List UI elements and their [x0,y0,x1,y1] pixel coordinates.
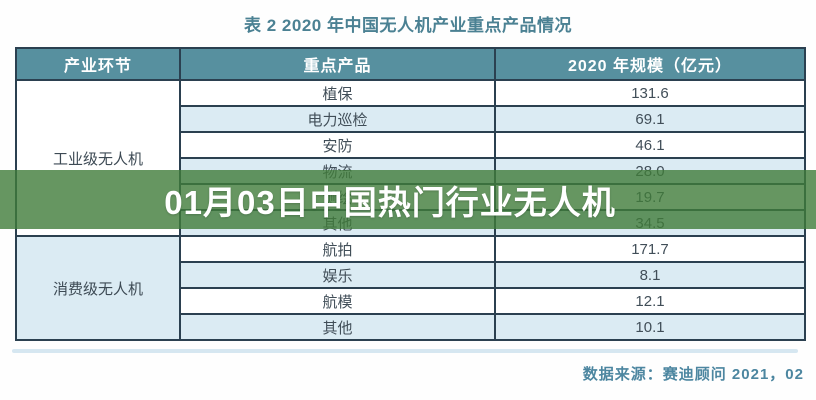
table-row: 工业级无人机 植保 131.6 [15,79,806,237]
product-cell: 其他 [179,313,496,341]
product-cell: 航模 [179,287,496,315]
headline-text: 01月03日中国热门行业无人机 [164,183,616,221]
table-row: 航模 12.1 [16,287,806,315]
category-cell-consumer: 消费级无人机 [15,235,181,341]
data-source: 数据来源：赛迪顾问 2021，02 [582,366,804,383]
product-cell: 植保 [179,79,496,107]
table-row: 娱乐 8.1 [16,261,806,289]
col-header-industry-segment: 产业环节 [15,47,181,81]
value-cell: 69.1 [494,105,806,133]
table-row: 其他 10.1 [16,313,806,341]
value-cell: 8.1 [494,261,806,289]
product-cell: 航拍 [179,235,496,263]
headline-banner-overlay: 01月03日中国热门行业无人机 [0,170,816,229]
col-header-key-product: 重点产品 [179,47,496,81]
table-row: 安防 46.1 [16,131,806,159]
table-row: 消费级无人机 航拍 171.7 [15,235,806,341]
product-cell: 娱乐 [179,261,496,289]
value-cell: 46.1 [494,131,806,159]
table-bottom-shadow [12,349,798,353]
value-cell: 10.1 [494,313,806,341]
product-cell: 电力巡检 [179,105,496,133]
table-row: 电力巡检 69.1 [16,105,806,133]
value-cell: 131.6 [494,79,806,107]
value-cell: 171.7 [494,235,806,263]
table-header-row: 产业环节 重点产品 2020 年规模（亿元） [15,47,806,81]
product-cell: 安防 [179,131,496,159]
table-caption: 表 2 2020 年中国无人机产业重点产品情况 [244,16,572,35]
col-header-2020-scale: 2020 年规模（亿元） [494,47,806,81]
value-cell: 12.1 [494,287,806,315]
